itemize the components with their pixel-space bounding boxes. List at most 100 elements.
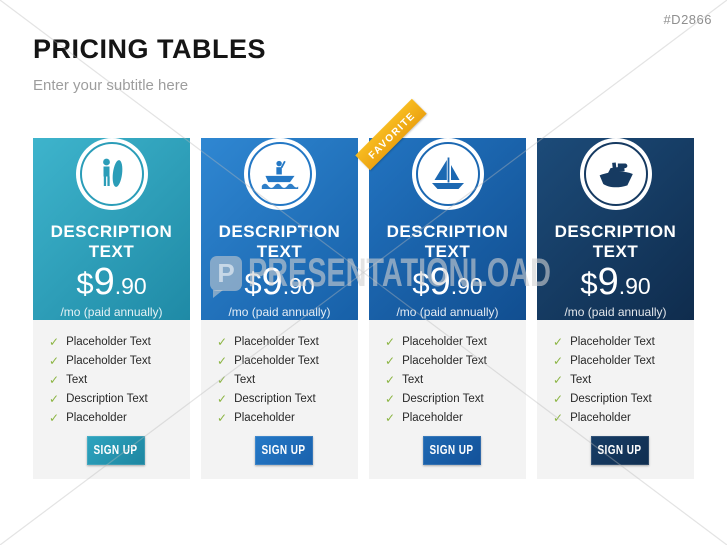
plan-price: $9.90 (369, 263, 526, 301)
feature-label: Description Text (66, 392, 148, 405)
pricing-card: DESCRIPTION TEXT $9.90 /mo (paid annuall… (537, 121, 694, 479)
check-icon: ✓ (49, 334, 60, 349)
plan-title: DESCRIPTION TEXT (554, 222, 677, 261)
feature-item: ✓ Placeholder Text (217, 332, 350, 351)
card-header: DESCRIPTION TEXT $9.90 /mo (paid annuall… (201, 138, 358, 320)
check-icon: ✓ (217, 334, 228, 349)
icon-circle (411, 138, 484, 210)
feature-item: ✓ Placeholder Text (49, 351, 182, 370)
check-icon: ✓ (385, 391, 396, 406)
price-whole: 9 (429, 261, 451, 303)
check-icon: ✓ (217, 410, 228, 425)
feature-item: ✓ Placeholder Text (385, 332, 518, 351)
page-subtitle: Enter your subtitle here (33, 77, 189, 94)
icon-ring (583, 142, 648, 206)
pricing-cards: DESCRIPTION TEXT $9.90 /mo (paid annuall… (33, 98, 694, 479)
feature-list: ✓ Placeholder Text ✓ Placeholder Text ✓ Text ✓… (553, 332, 686, 427)
feature-label: Description Text (234, 392, 316, 405)
icon-ring (79, 142, 144, 206)
feature-label: Placeholder (402, 411, 463, 424)
feature-item: ✓ Placeholder Text (553, 351, 686, 370)
plan-title: DESCRIPTION TEXT (386, 222, 509, 261)
sign-up-label: SIGN UP (93, 443, 138, 457)
sign-up-button[interactable]: SIGN UP (590, 436, 649, 465)
page-title: PRICING TABLES (33, 34, 267, 64)
pricing-card: DESCRIPTION TEXT $9.90 /mo (paid annuall… (201, 121, 358, 479)
feature-label: Placeholder Text (234, 354, 319, 367)
icon-circle (579, 138, 652, 210)
check-icon: ✓ (385, 334, 396, 349)
feature-item: ✓ Description Text (553, 389, 686, 408)
sign-up-button[interactable]: SIGN UP (422, 436, 481, 465)
plan-billing-caption: /mo (paid annually) (564, 305, 667, 319)
feature-label: Description Text (402, 392, 484, 405)
price-cents: .90 (282, 273, 315, 299)
price-whole: 9 (261, 261, 283, 303)
feature-list: ✓ Placeholder Text ✓ Placeholder Text ✓ Text ✓… (217, 332, 350, 427)
check-icon: ✓ (385, 353, 396, 368)
pricing-card: FAVORITE DESCRIPTION TEXT $9.90 /mo (pai… (355, 98, 526, 479)
check-icon: ✓ (385, 372, 396, 387)
price-currency: $ (76, 266, 94, 301)
card-header: DESCRIPTION TEXT $9.90 /mo (paid annuall… (33, 138, 190, 320)
feature-item: ✓ Text (217, 370, 350, 389)
plan-price: $9.90 (537, 263, 694, 301)
price-currency: $ (244, 266, 262, 301)
feature-item: ✓ Description Text (385, 389, 518, 408)
check-icon: ✓ (49, 391, 60, 406)
check-icon: ✓ (553, 372, 564, 387)
sign-up-label: SIGN UP (261, 443, 306, 457)
product-id-tag: #D2866 (663, 12, 712, 27)
card-body: ✓ Placeholder Text ✓ Placeholder Text ✓ Text ✓… (369, 320, 526, 479)
feature-label: Placeholder Text (402, 354, 487, 367)
feature-item: ✓ Placeholder Text (49, 332, 182, 351)
feature-item: ✓ Placeholder (553, 408, 686, 427)
card-body: ✓ Placeholder Text ✓ Placeholder Text ✓ Text ✓… (33, 320, 190, 479)
check-icon: ✓ (553, 410, 564, 425)
pricing-card: DESCRIPTION TEXT $9.90 /mo (paid annuall… (33, 121, 190, 479)
feature-label: Text (234, 373, 256, 386)
feature-item: ✓ Placeholder (217, 408, 350, 427)
feature-list: ✓ Placeholder Text ✓ Placeholder Text ✓ Text ✓… (49, 332, 182, 427)
feature-item: ✓ Placeholder Text (217, 351, 350, 370)
check-icon: ✓ (49, 372, 60, 387)
check-icon: ✓ (49, 410, 60, 425)
feature-label: Text (402, 373, 424, 386)
card-body: ✓ Placeholder Text ✓ Placeholder Text ✓ Text ✓… (201, 320, 358, 479)
feature-label: Description Text (570, 392, 652, 405)
plan-billing-caption: /mo (paid annually) (396, 305, 499, 319)
check-icon: ✓ (385, 410, 396, 425)
price-currency: $ (412, 266, 430, 301)
check-icon: ✓ (217, 353, 228, 368)
feature-label: Placeholder (570, 411, 631, 424)
sign-up-button[interactable]: SIGN UP (86, 436, 145, 465)
feature-label: Placeholder (66, 411, 127, 424)
feature-item: ✓ Placeholder Text (553, 332, 686, 351)
icon-ring (415, 142, 480, 206)
plan-title: DESCRIPTION TEXT (218, 222, 341, 261)
icon-ring (247, 142, 312, 206)
icon-circle (75, 138, 148, 210)
feature-item: ✓ Text (385, 370, 518, 389)
sign-up-button[interactable]: SIGN UP (254, 436, 313, 465)
feature-label: Text (570, 373, 592, 386)
feature-item: ✓ Placeholder (385, 408, 518, 427)
check-icon: ✓ (553, 353, 564, 368)
feature-item: ✓ Text (553, 370, 686, 389)
sign-up-label: SIGN UP (597, 443, 642, 457)
feature-label: Text (66, 373, 88, 386)
price-cents: .90 (618, 273, 651, 299)
plan-billing-caption: /mo (paid annually) (60, 305, 163, 319)
feature-item: ✓ Placeholder Text (385, 351, 518, 370)
feature-item: ✓ Description Text (217, 389, 350, 408)
feature-label: Placeholder Text (234, 335, 319, 348)
sign-up-label: SIGN UP (429, 443, 474, 457)
motorboat-icon (244, 138, 316, 210)
check-icon: ✓ (217, 372, 228, 387)
feature-item: ✓ Placeholder (49, 408, 182, 427)
card-header: DESCRIPTION TEXT $9.90 /mo (paid annuall… (369, 138, 526, 320)
cruise-ship-icon (580, 138, 652, 210)
surfer-icon (76, 138, 148, 210)
price-cents: .90 (114, 273, 147, 299)
